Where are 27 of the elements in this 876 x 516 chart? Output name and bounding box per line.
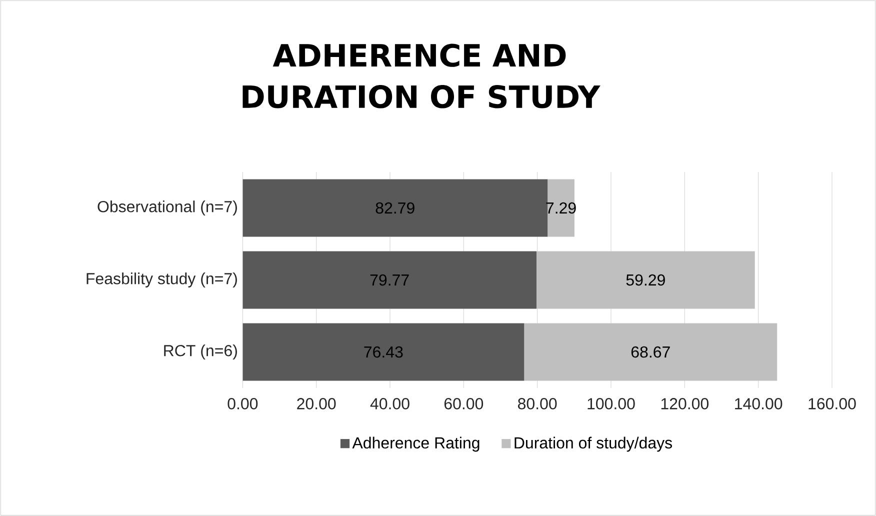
data-label: 82.79 [376,202,414,214]
x-tick-label: 160.00 [808,398,856,410]
bar [548,179,574,237]
legend-label: Duration of study/days [514,436,672,452]
bar [242,179,548,237]
x-tick-label: 100.00 [588,398,635,410]
bar [242,251,536,309]
x-tick-label: 140.00 [735,398,782,410]
bar [242,323,524,381]
x-tick-label: 80.00 [518,398,557,410]
data-label: 79.77 [370,274,409,286]
data-label: 59.29 [626,274,665,286]
chart-title: ADHERENCE AND DURATION OF STUDY [242,44,600,108]
data-label: 68.67 [631,346,670,358]
x-tick-label: 40.00 [370,398,410,410]
data-label: 76.43 [364,346,403,358]
bar [524,323,778,381]
x-tick-label: 20.00 [297,398,336,410]
y-tick-label: Observational (n=7) [98,200,237,216]
y-tick-label: Feasbility study (n=7) [86,272,237,288]
y-tick-label: RCT (n=6) [164,344,237,360]
x-tick-label: 0.00 [228,398,258,410]
x-tick-label: 60.00 [444,398,484,410]
legend-label: Adherence Rating [352,436,480,452]
bar [536,251,755,309]
data-label: 7.29 [546,202,576,214]
x-tick-label: 120.00 [661,398,709,410]
